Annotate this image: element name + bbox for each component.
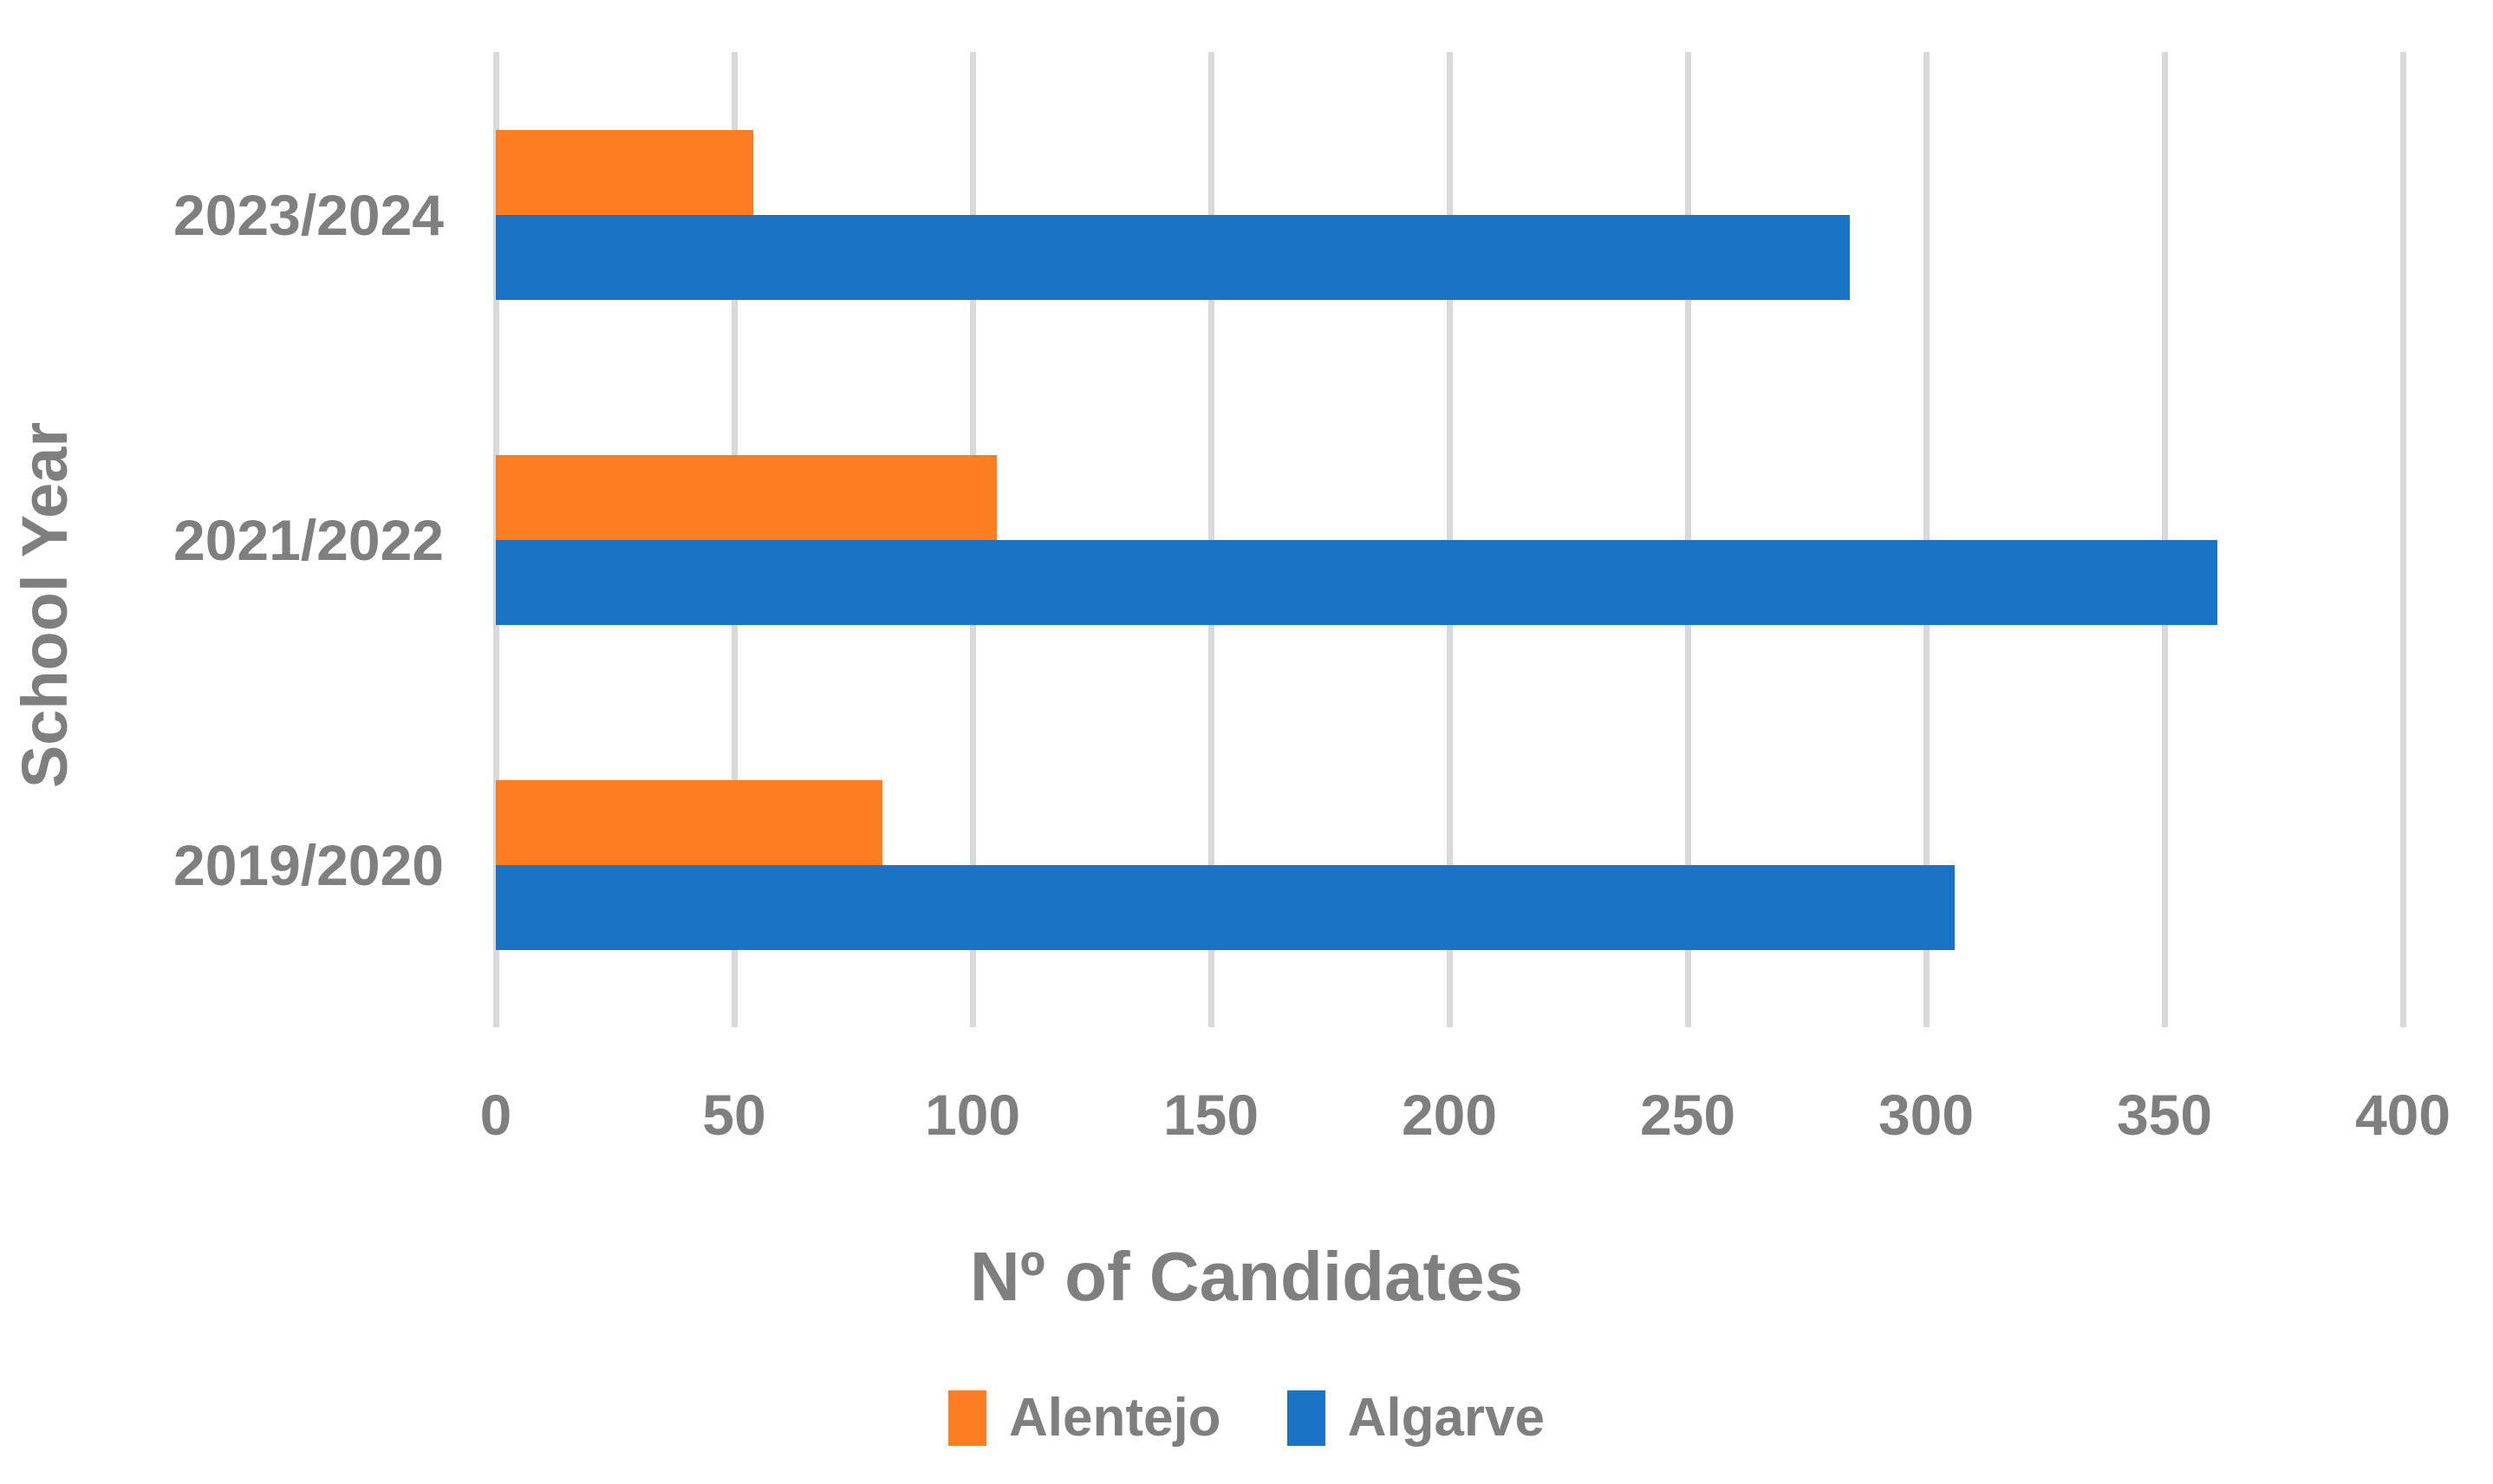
x-tick-label-0: 0 bbox=[479, 1083, 512, 1147]
x-tick-label-300: 300 bbox=[1878, 1083, 1975, 1147]
x-tick-label-400: 400 bbox=[2354, 1083, 2451, 1147]
legend-swatch-icon-algarve bbox=[1286, 1390, 1325, 1446]
x-tick-label-50: 50 bbox=[702, 1083, 766, 1147]
x-tick-label-350: 350 bbox=[2116, 1083, 2213, 1147]
legend: Alentejo Algarve bbox=[0, 1387, 2493, 1448]
x-tick-label-150: 150 bbox=[1162, 1083, 1260, 1147]
category-label-2023-2024: 2023/2024 bbox=[173, 182, 444, 247]
x-tick-label-250: 250 bbox=[1639, 1083, 1736, 1147]
bar-alentejo-2023-2024 bbox=[496, 129, 753, 215]
category-label-2021-2022: 2021/2022 bbox=[173, 507, 444, 572]
bar-alentejo-2021-2022 bbox=[496, 454, 997, 540]
gridline-x-400 bbox=[2399, 52, 2406, 1027]
legend-label-alentejo: Alentejo bbox=[1008, 1388, 1221, 1448]
y-axis-title: School Year bbox=[9, 421, 81, 789]
legend-swatch-icon-alentejo bbox=[947, 1390, 986, 1446]
x-tick-label-100: 100 bbox=[924, 1083, 1021, 1147]
bar-algarve-2023-2024 bbox=[496, 214, 1850, 300]
legend-label-algarve: Algarve bbox=[1347, 1388, 1546, 1448]
x-tick-label-200: 200 bbox=[1401, 1083, 1498, 1147]
x-axis-title: Nº of Candidates bbox=[969, 1238, 1524, 1315]
bar-alentejo-2019-2020 bbox=[496, 779, 882, 865]
plot-area bbox=[492, 52, 2406, 1027]
legend-item-alentejo: Alentejo bbox=[947, 1387, 1221, 1448]
bar-algarve-2019-2020 bbox=[496, 864, 1955, 950]
legend-item-algarve: Algarve bbox=[1286, 1387, 1546, 1448]
bar-algarve-2021-2022 bbox=[496, 539, 2217, 625]
category-label-2019-2020: 2019/2020 bbox=[173, 832, 444, 897]
